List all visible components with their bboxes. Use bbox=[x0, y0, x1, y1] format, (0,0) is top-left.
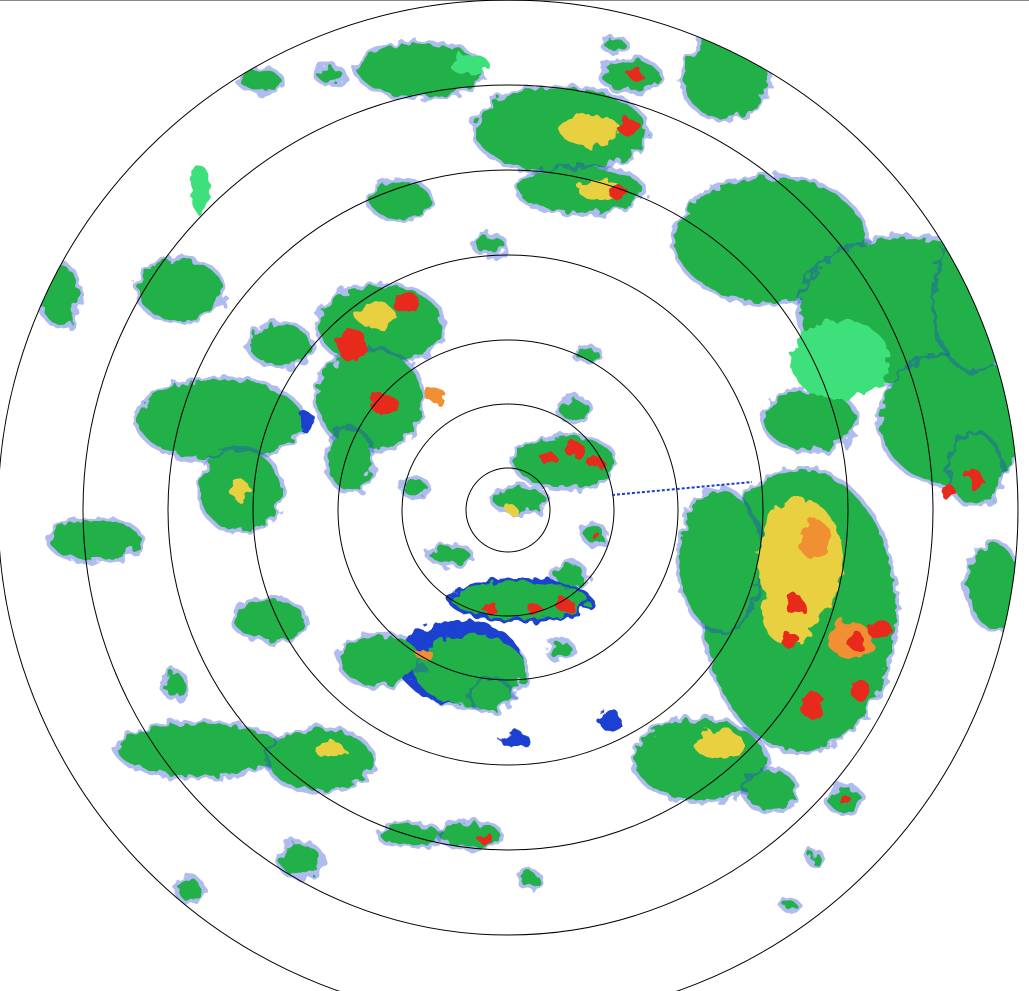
echo-cell bbox=[280, 844, 320, 876]
echo-cell bbox=[477, 833, 493, 843]
echo-cell bbox=[839, 795, 851, 805]
echo-cell bbox=[235, 600, 305, 640]
echo-cell bbox=[470, 680, 510, 710]
echo-cell bbox=[846, 631, 864, 649]
echo-cell bbox=[358, 44, 482, 96]
echo-cell bbox=[680, 490, 760, 630]
echo-cell bbox=[605, 39, 625, 51]
range-ring bbox=[337, 339, 679, 681]
echo-cell bbox=[587, 456, 603, 468]
echo-cell bbox=[138, 380, 302, 460]
echo-cell bbox=[450, 55, 490, 75]
echo-cell bbox=[695, 730, 745, 760]
echo-cell bbox=[967, 470, 983, 490]
echo-cell bbox=[268, 730, 372, 790]
echo-cell bbox=[781, 632, 799, 648]
echo-cell bbox=[315, 742, 345, 758]
echo-cell bbox=[318, 67, 342, 83]
echo-cell bbox=[629, 69, 645, 81]
echo-cell bbox=[618, 120, 642, 136]
radar-spoke bbox=[611, 481, 753, 496]
echo-cell bbox=[576, 349, 600, 361]
echo-cell bbox=[178, 880, 202, 900]
range-ring bbox=[252, 254, 764, 766]
echo-cell bbox=[555, 565, 585, 585]
echo-cell bbox=[520, 874, 540, 886]
echo-cell bbox=[765, 390, 855, 450]
echo-cell bbox=[941, 484, 955, 500]
echo-cell bbox=[355, 303, 395, 327]
echo-cell bbox=[868, 620, 892, 640]
echo-cell bbox=[548, 642, 572, 658]
range-ring bbox=[167, 169, 849, 851]
echo-cell bbox=[230, 480, 250, 500]
echo-cell bbox=[560, 400, 590, 420]
range-ring bbox=[82, 84, 934, 936]
echo-cell bbox=[762, 585, 818, 645]
echo-cell bbox=[790, 320, 890, 400]
echo-cell bbox=[403, 480, 427, 496]
range-ring bbox=[401, 403, 615, 617]
echo-cell bbox=[417, 649, 433, 661]
echo-cell bbox=[118, 724, 282, 776]
echo-cell bbox=[240, 70, 280, 90]
echo-cell bbox=[784, 901, 796, 909]
echo-cell bbox=[800, 691, 824, 719]
echo-cell bbox=[608, 185, 628, 199]
echo-cell bbox=[527, 605, 543, 615]
echo-cell bbox=[430, 547, 470, 563]
echo-cell bbox=[565, 442, 585, 458]
echo-cell bbox=[515, 437, 615, 487]
echo-cell bbox=[50, 520, 140, 560]
echo-cell bbox=[799, 520, 831, 560]
echo-cell bbox=[540, 452, 556, 464]
echo-cell bbox=[745, 770, 795, 810]
echo-cell bbox=[391, 292, 419, 312]
echo-cell bbox=[785, 595, 805, 615]
echo-cell bbox=[556, 598, 574, 612]
echo-cell bbox=[190, 165, 210, 215]
echo-cell bbox=[482, 602, 498, 614]
echo-cell bbox=[425, 387, 445, 403]
echo-cell bbox=[328, 430, 372, 490]
echo-cell bbox=[591, 531, 599, 539]
echo-cell bbox=[165, 673, 185, 697]
range-ring bbox=[465, 467, 551, 553]
echo-cell bbox=[560, 114, 620, 146]
echo-cell bbox=[507, 505, 517, 515]
echoes bbox=[38, 34, 1018, 913]
echo-cell bbox=[371, 395, 399, 415]
echo-cell bbox=[475, 237, 505, 253]
echo-cell bbox=[338, 327, 366, 363]
echo-cell bbox=[318, 350, 422, 450]
echo-cell bbox=[370, 182, 430, 218]
echo-cell bbox=[500, 732, 530, 748]
echo-cell bbox=[598, 710, 622, 730]
echo-cell bbox=[968, 543, 1018, 627]
echo-cell bbox=[810, 852, 820, 864]
echo-cell bbox=[138, 260, 222, 320]
echo-cell bbox=[494, 488, 546, 512]
echo-cell bbox=[850, 680, 870, 700]
echo-cell bbox=[250, 325, 310, 365]
echo-cell bbox=[340, 635, 420, 685]
